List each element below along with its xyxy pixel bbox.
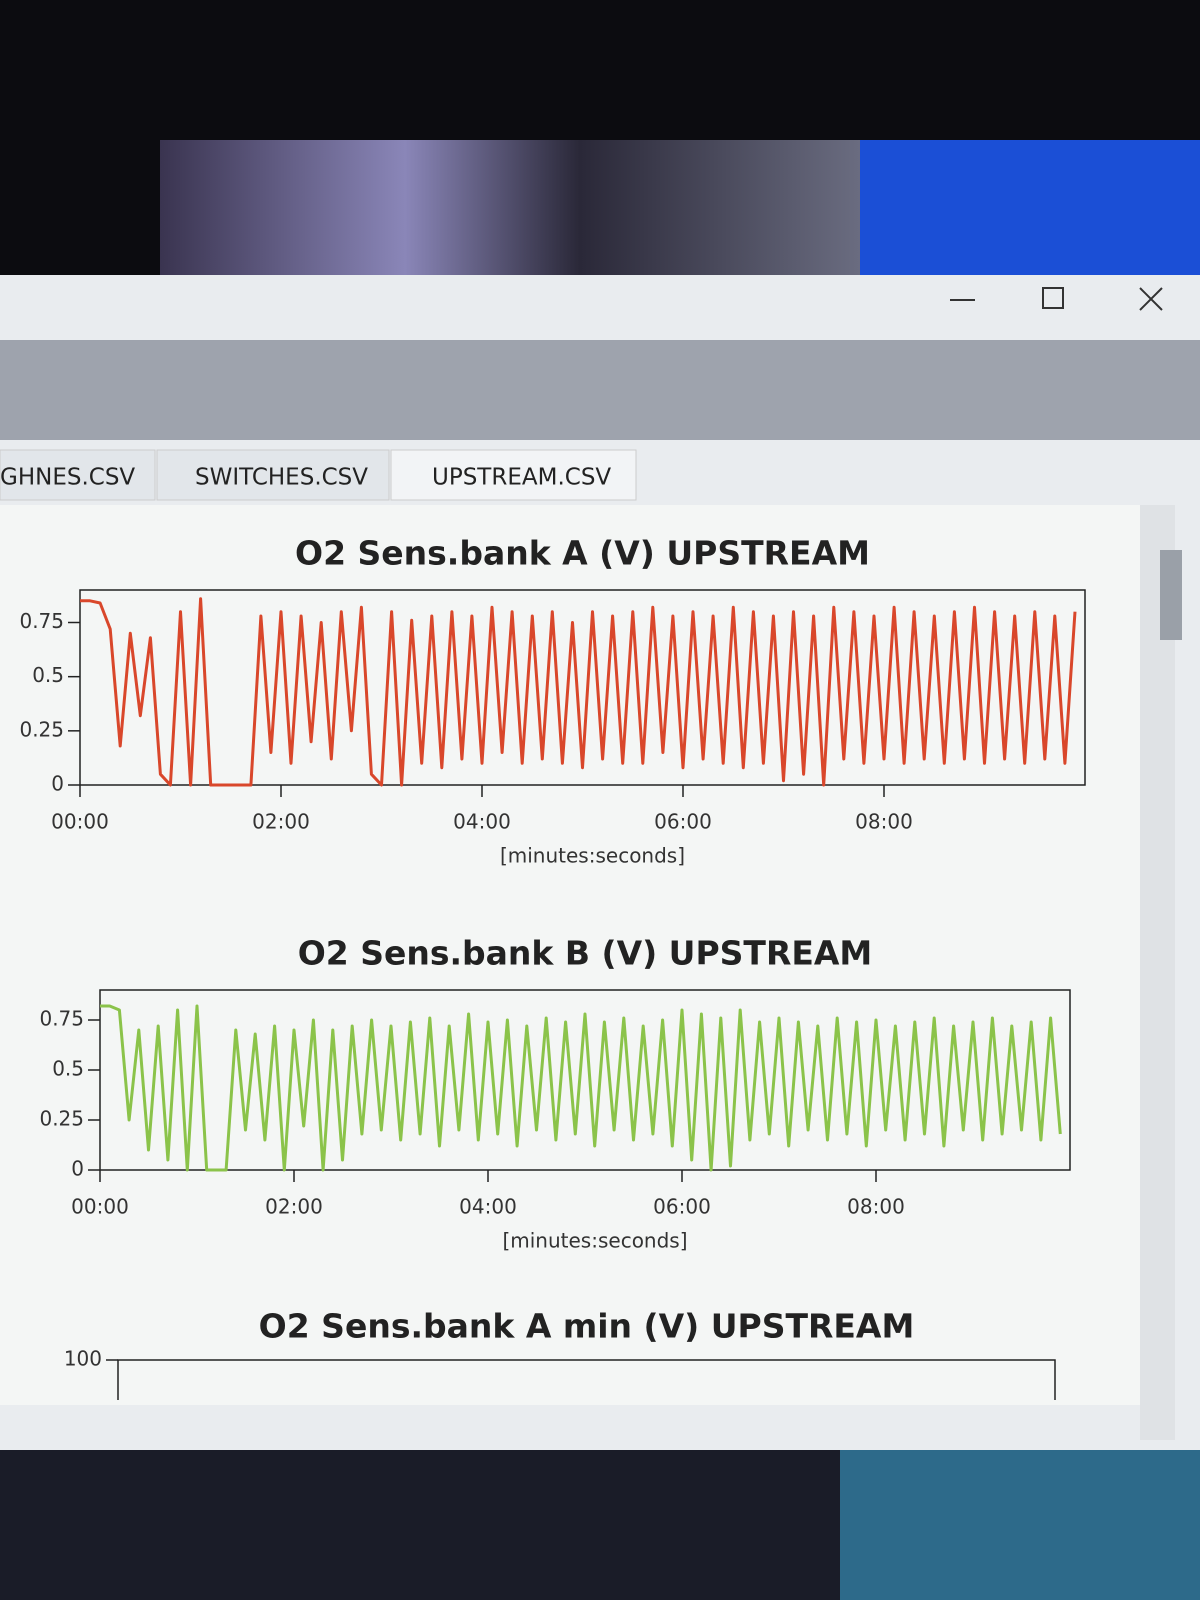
x-tick-label: 08:00 [847, 1195, 905, 1219]
y-tick-label: 0.75 [39, 1007, 84, 1031]
chart-title: O2 Sens.bank A min (V) UPSTREAM [259, 1307, 915, 1346]
plot-frame [79, 589, 1086, 786]
x-tick-label: 04:00 [459, 1195, 517, 1219]
tab[interactable] [156, 449, 390, 501]
x-tick-label: 00:00 [51, 810, 109, 834]
y-tick-label: 0.25 [39, 1107, 84, 1131]
webcam-image [160, 140, 860, 280]
tab-label[interactable]: SWITCHES.CSV [195, 465, 368, 491]
scrollbar-thumb[interactable] [1160, 550, 1182, 640]
y-tick-label: 0.5 [52, 1057, 84, 1081]
desktop-area [860, 140, 1200, 280]
x-tick-label: 02:00 [265, 1195, 323, 1219]
tab-label[interactable]: UPSTREAM.CSV [432, 465, 611, 491]
chart-title: O2 Sens.bank B (V) UPSTREAM [298, 934, 873, 973]
toolbar [0, 340, 1200, 440]
x-tick-label: 00:00 [71, 1195, 129, 1219]
y-tick-label: 0.75 [19, 609, 64, 633]
data-line [80, 597, 1077, 787]
x-tick-label: 06:00 [654, 810, 712, 834]
y-tick-label: 0.5 [32, 663, 64, 687]
charts: O2 Sens.bank A (V) UPSTREAM 0 0.25 0.5 0.75 0… [19, 534, 1086, 1400]
x-tick-label: 06:00 [653, 1195, 711, 1219]
data-line [100, 1004, 1062, 1172]
desktop-bottom-right [840, 1450, 1200, 1600]
x-axis-label: [minutes:seconds] [502, 1229, 687, 1253]
x-tick-label: 08:00 [855, 810, 913, 834]
tab-active[interactable] [390, 449, 637, 501]
close-button[interactable] [1139, 287, 1163, 311]
plot-frame [117, 1359, 1056, 1400]
y-tick-label: 0 [71, 1157, 84, 1181]
chart-title: O2 Sens.bank A (V) UPSTREAM [295, 534, 870, 573]
y-tick-label: 100 [64, 1347, 102, 1371]
plot-frame [99, 989, 1071, 1171]
y-tick-label: 0 [51, 772, 64, 796]
tab[interactable] [0, 449, 156, 501]
y-tick-label: 0.25 [19, 717, 64, 741]
tab-label[interactable]: GHNES.CSV [0, 465, 135, 491]
scrollbar[interactable] [1140, 505, 1175, 1440]
maximize-button[interactable] [1042, 287, 1064, 309]
x-axis-label: [minutes:seconds] [500, 844, 685, 868]
x-tick-label: 04:00 [453, 810, 511, 834]
x-tick-label: 02:00 [252, 810, 310, 834]
